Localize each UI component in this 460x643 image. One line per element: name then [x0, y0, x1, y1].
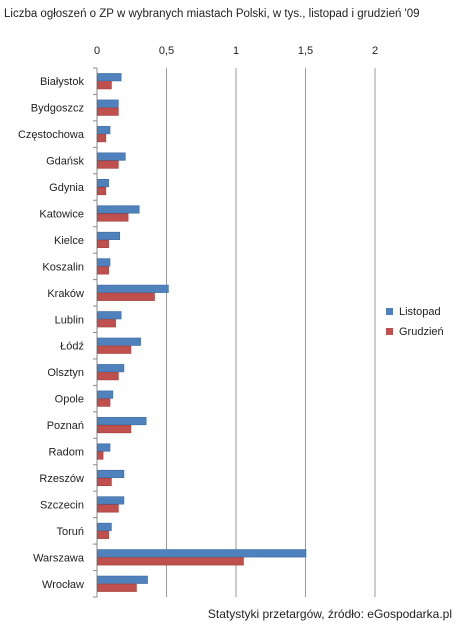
category-label: Gdańsk [46, 156, 84, 168]
y-tick-labels: Białystok Bydgoszcz Częstochowa Gdańsk Gdyni… [18, 76, 85, 591]
bar-grudzien [97, 477, 112, 487]
bar-grudzien [97, 530, 109, 539]
bar-grudzien [97, 134, 107, 143]
bar-grudzien [97, 425, 132, 434]
bar-listopad [97, 284, 169, 293]
bar-grudzien [97, 398, 111, 407]
bar-listopad [97, 205, 140, 214]
legend-label: Listopad [399, 306, 441, 318]
category-label: Gdynia [49, 182, 85, 194]
bar-listopad [97, 337, 141, 346]
bar-listopad [97, 231, 121, 240]
category-label: Częstochowa [18, 129, 85, 141]
x-tick-label: 1,5 [298, 45, 313, 57]
bar-grudzien [97, 81, 112, 90]
category-label: Wrocław [42, 579, 84, 591]
category-label: Bydgoszcz [31, 103, 84, 115]
category-label: Toruń [56, 526, 84, 538]
bar-listopad [97, 126, 111, 135]
bar-listopad [97, 417, 147, 426]
x-tick-label: 1 [233, 45, 239, 57]
category-label: Katowice [39, 208, 84, 220]
bar-listopad [97, 364, 125, 373]
category-label: Koszalin [42, 261, 84, 273]
bar-listopad [97, 575, 148, 584]
bar-grudzien [97, 239, 109, 248]
category-label: Kielce [54, 235, 84, 247]
bar-grudzien [97, 107, 119, 116]
legend-swatch [386, 328, 393, 335]
category-label: Olsztyn [47, 367, 84, 379]
chart-source: Statystyki przetargów, źródło: eGospodar… [208, 607, 452, 621]
bar-grudzien [97, 160, 119, 169]
bar-grudzien [97, 557, 244, 566]
x-tick-label: 0 [94, 45, 100, 57]
grid-lines [93, 67, 376, 598]
category-label: Lublin [55, 314, 84, 326]
bar-grudzien [97, 319, 116, 328]
category-label: Warszawa [33, 552, 85, 564]
bar-grudzien [97, 372, 119, 381]
bar-listopad [97, 152, 126, 161]
category-label: Kraków [47, 288, 84, 300]
category-label: Białystok [40, 76, 85, 88]
bar-grudzien [97, 213, 129, 222]
bar-grudzien [97, 504, 119, 513]
bar-listopad [97, 496, 125, 505]
bar-listopad [97, 73, 122, 82]
category-label: Szczecin [40, 499, 84, 511]
category-label: Łódź [60, 341, 84, 353]
legend-swatch [386, 308, 393, 315]
category-label: Opole [55, 394, 84, 406]
legend-label: Grudzień [399, 326, 444, 338]
category-label: Poznań [47, 420, 84, 432]
bar-listopad [97, 311, 122, 320]
x-tick-label: 0,5 [159, 45, 174, 57]
bar-grudzien [97, 345, 132, 354]
category-label: Rzeszów [39, 473, 84, 485]
bar-grudzien [97, 451, 104, 460]
bar-listopad [97, 549, 307, 558]
legend: Listopad Grudzień [386, 306, 444, 338]
bar-grudzien [97, 266, 109, 275]
bar-listopad [97, 522, 112, 531]
chart-title: Liczba ogłoszeń o ZP w wybranych miastac… [4, 8, 420, 20]
x-tick-label: 2 [372, 45, 378, 57]
bar-listopad [97, 469, 125, 479]
bar-listopad [97, 390, 114, 399]
category-label: Radom [49, 447, 84, 459]
bar-grudzien [97, 292, 155, 301]
bar-grudzien [97, 583, 137, 592]
bar-listopad [97, 443, 111, 452]
bars [97, 73, 307, 592]
bar-listopad [97, 178, 109, 188]
x-tick-labels: 0 0,5 1 1,5 2 [94, 45, 378, 57]
bar-listopad [97, 99, 119, 108]
bar-listopad [97, 258, 111, 267]
bar-grudzien [97, 186, 107, 196]
